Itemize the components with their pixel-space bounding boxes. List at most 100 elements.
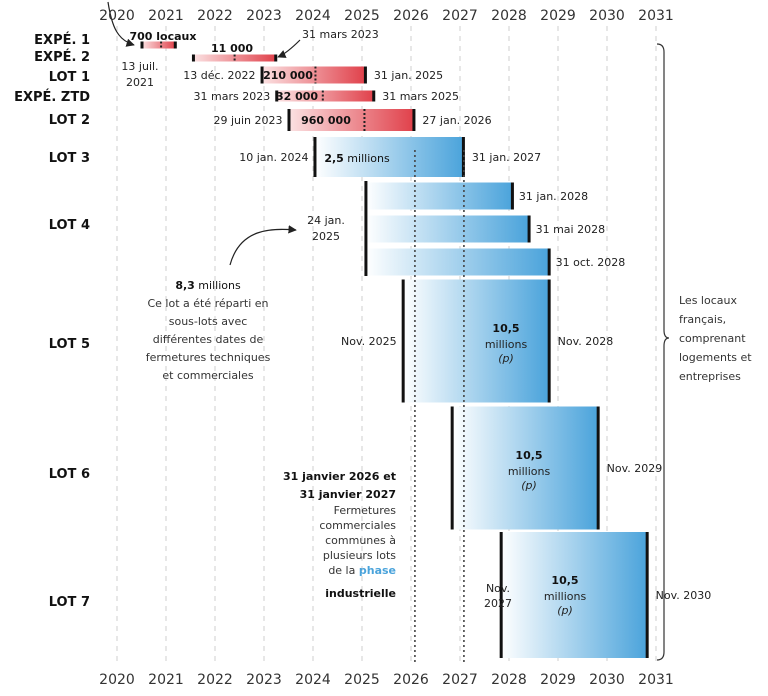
lot4-note-text: sous-lots avec <box>169 315 248 328</box>
lot-2-start-date: 13 juil. <box>121 60 158 73</box>
lot-5-end-date: 27 jan. 2026 <box>422 114 491 127</box>
lot-6-value-unit: millions <box>344 152 390 165</box>
phase-note-highlight: phase <box>359 564 396 577</box>
right-bracket <box>656 43 670 661</box>
lot-7-sub-bar-2-end-cap <box>527 215 531 243</box>
lot-1-value: 700 locaux <box>130 30 197 43</box>
x-tick-label-bottom: 2025 <box>344 672 380 688</box>
lot-10-start-date: Nov. <box>486 582 510 595</box>
lot-7-start-date: 2025 <box>312 230 340 243</box>
lot-9-value-unit: millions <box>508 465 551 478</box>
x-tick-label-top: 2027 <box>442 8 478 24</box>
lot-7-sub-bar-1-end-cap <box>510 182 514 210</box>
lot-4-row-label: EXPÉ. ZTD <box>14 89 90 105</box>
lot4-note-text: Ce lot a été réparti en <box>147 297 268 310</box>
lot-5-start-date: 29 juin 2023 <box>213 114 282 127</box>
lot-10-row-label: LOT 7 <box>49 595 90 610</box>
x-tick-label-bottom: 2028 <box>491 672 527 688</box>
lot-7-sub-end-date: 31 jan. 2028 <box>519 190 588 203</box>
lot-7-sub-bar-2 <box>365 215 530 243</box>
bracket-note: comprenant <box>679 332 746 345</box>
lot-10-value-unit: millions <box>544 590 587 603</box>
x-tick-label-top: 2024 <box>295 8 331 24</box>
lot-3-bar-start-cap <box>260 66 264 84</box>
lot-10-bar-start-cap <box>499 532 503 658</box>
lot-6-value: 2,5 millions <box>324 152 390 165</box>
bracket-note: Les locaux <box>679 294 737 307</box>
lot-5-value: 960 000 <box>301 114 351 127</box>
lot-2-end-date: 31 mars 2023 <box>302 28 379 41</box>
x-tick-label-bottom: 2026 <box>393 672 429 688</box>
lot4-note-text: fermetures techniques <box>146 351 271 364</box>
lot-4-start-date: 31 mars 2023 <box>194 90 271 103</box>
lot-1-bar-start-cap <box>140 41 144 49</box>
lot-4-value: 32 000 <box>276 90 318 103</box>
lot-8-value-unit: millions <box>485 338 528 351</box>
lot-1-row-label: EXPÉ. 1 <box>34 32 90 48</box>
lot-5-bar-start-cap <box>287 109 291 131</box>
lot-2-bar-end-cap <box>274 54 278 62</box>
lot-4-bar-start-cap <box>275 90 279 102</box>
lot-1-bar <box>141 41 176 49</box>
lot4-note-text: et commerciales <box>162 369 254 382</box>
lot-6-start-date: 10 jan. 2024 <box>239 151 308 164</box>
lot-10-end-date: Nov. 2030 <box>656 589 712 602</box>
lot-7-sub-end-date: 31 mai 2028 <box>536 223 606 236</box>
bars-layer <box>107 1 670 664</box>
x-tick-label-bottom: 2021 <box>148 672 184 688</box>
lot-10-bar-end-cap <box>645 532 649 658</box>
lot-8-bar-start-cap <box>401 279 405 403</box>
expe2-end-arrow <box>277 39 301 58</box>
lot-9-bar-end-cap <box>596 406 600 530</box>
lot-2-start-date: 2021 <box>126 76 154 89</box>
phase-note-text: Fermetures <box>334 504 397 517</box>
lot-8-start-date: Nov. 2025 <box>341 335 397 348</box>
lot4-note-text: différentes dates de <box>153 333 264 346</box>
lot-7-row-label: LOT 4 <box>49 218 90 233</box>
lot-3-bar-end-cap <box>363 66 367 84</box>
labels-layer: 2020 2020 2021 2021 2022 2022 2023 2023 2024 2024… <box>14 8 752 688</box>
lot-9-value-note: (p) <box>521 479 537 492</box>
lot4-note-arrow <box>229 225 297 266</box>
x-tick-label-top: 2030 <box>589 8 625 24</box>
lot-3-start-date: 13 déc. 2022 <box>183 69 255 82</box>
lot-10-bar <box>500 532 648 658</box>
lot-3-bar <box>261 66 366 84</box>
phase-note-text: plusieurs lots <box>323 549 396 562</box>
lot-10-value-note: (p) <box>557 604 573 617</box>
lot-8-value-note: (p) <box>498 352 514 365</box>
bracket-note: entreprises <box>679 370 741 383</box>
lot-10-start-date: 2027 <box>484 597 512 610</box>
lot-9-value: 10,5 <box>515 449 542 462</box>
lot-4-bar <box>276 90 375 102</box>
lot-7-sub-end-date: 31 oct. 2028 <box>556 256 626 269</box>
x-tick-label-bottom: 2023 <box>246 672 282 688</box>
lot-3-row-label: LOT 1 <box>49 70 90 85</box>
x-tick-label-bottom: 2022 <box>197 672 233 688</box>
lot-6-bar-start-cap <box>313 137 317 177</box>
x-tick-label-bottom: 2024 <box>295 672 331 688</box>
lot-10-value: 10,5 <box>551 574 578 587</box>
lot-9-bar-start-cap <box>450 406 454 530</box>
lot4-note-value: 8,3 millions <box>175 279 241 292</box>
x-tick-label-bottom: 2031 <box>638 672 674 688</box>
phase-note-text: commerciales <box>319 519 396 532</box>
expe1-pointer-arrow <box>107 1 135 47</box>
x-tick-label-top: 2029 <box>540 8 576 24</box>
lot-2-value: 11 000 <box>211 42 253 55</box>
x-tick-label-top: 2020 <box>99 8 135 24</box>
lot-5-row-label: LOT 2 <box>49 113 90 128</box>
bracket-note: logements et <box>679 351 752 364</box>
x-tick-label-top: 2026 <box>393 8 429 24</box>
lot-1-bar-end-cap <box>173 41 177 49</box>
x-tick-label-bottom: 2030 <box>589 672 625 688</box>
lot-7-sub-bar-3-end-cap <box>547 248 551 276</box>
phase-note-title: 31 janvier 2027 <box>300 488 396 501</box>
x-tick-label-bottom: 2029 <box>540 672 576 688</box>
lot-8-end-date: Nov. 2028 <box>558 335 614 348</box>
lot-9-bar <box>451 406 599 530</box>
lot-3-value: 210 000 <box>263 69 313 82</box>
bracket-note: français, <box>679 313 726 326</box>
lot-6-bar <box>314 137 464 177</box>
